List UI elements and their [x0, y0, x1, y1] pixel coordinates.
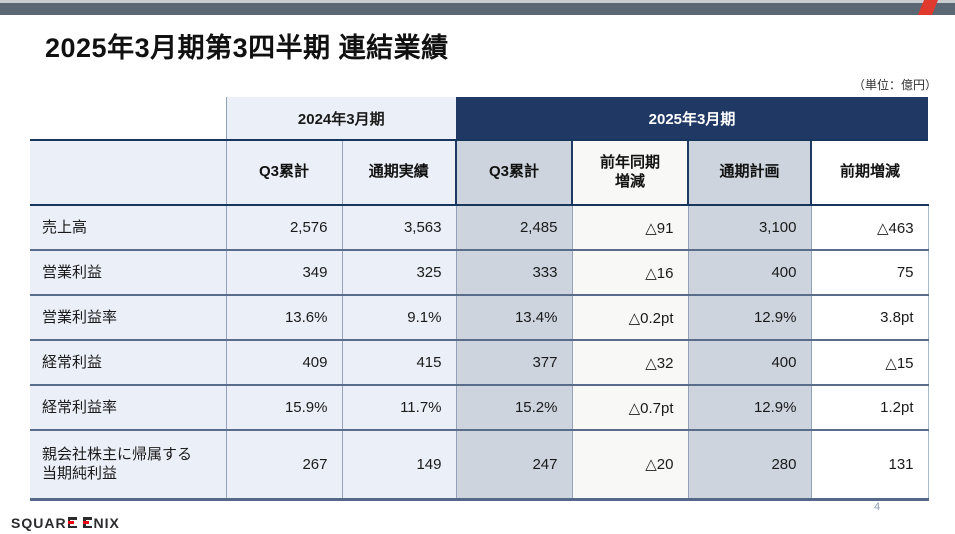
table-row-ordinary-margin: 経常利益率 15.9% 11.7% 15.2% △0.7pt 12.9% 1.2…	[30, 385, 929, 431]
value-cell: 13.4%	[455, 295, 572, 341]
value-cell: 15.9%	[225, 385, 342, 431]
value-cell: 325	[341, 250, 456, 296]
fiscal-year-group-row: 2024年3月期 2025年3月期	[30, 97, 929, 140]
table-row-operating-margin: 営業利益率 13.6% 9.1% 13.4% △0.2pt 12.9% 3.8p…	[30, 295, 929, 341]
value-cell: 131	[810, 430, 929, 501]
square-enix-logo: SQUAR NIX	[11, 514, 120, 531]
value-cell: 3,100	[687, 205, 811, 251]
group-header-fy2024: 2024年3月期	[225, 97, 456, 140]
logo-letter-e-icon	[67, 517, 77, 528]
value-cell: 280	[687, 430, 811, 501]
column-header-prior-year-change: 前期増減	[809, 139, 929, 206]
value-cell: 15.2%	[455, 385, 572, 431]
value-cell: 267	[225, 430, 342, 501]
value-cell: △20	[571, 430, 688, 501]
row-label-cell: 売上高	[30, 205, 226, 251]
column-header-fullyear-plan: 通期計画	[687, 139, 811, 206]
top-bar-decoration	[0, 3, 955, 15]
value-cell: 149	[341, 430, 456, 501]
value-cell: 415	[341, 340, 456, 386]
financial-results-table: 2024年3月期 2025年3月期 Q3累計 通期実績 Q3累計 前年同期 増減…	[30, 97, 929, 501]
row-label-cell: 営業利益	[30, 250, 226, 296]
value-cell: 12.9%	[687, 295, 811, 341]
value-cell: 409	[225, 340, 342, 386]
table-row-net-sales: 売上高 2,576 3,563 2,485 △91 3,100 △463	[30, 205, 929, 251]
column-header-q3-2024: Q3累計	[225, 139, 342, 206]
value-cell: 75	[810, 250, 929, 296]
table-row-net-income: 親会社株主に帰属する 当期純利益 267 149 247 △20 280 131	[30, 430, 929, 501]
logo-text-part2: NIX	[93, 514, 120, 531]
value-cell: 400	[687, 340, 811, 386]
row-label-header-cell	[30, 139, 226, 206]
row-label-cell: 経常利益	[30, 340, 226, 386]
row-label-cell: 親会社株主に帰属する 当期純利益	[30, 430, 226, 501]
value-cell: 2,485	[455, 205, 572, 251]
value-cell: 247	[455, 430, 572, 501]
page-number: 4	[874, 501, 881, 513]
value-cell: △16	[571, 250, 688, 296]
value-cell: 9.1%	[341, 295, 456, 341]
top-strip-decoration	[0, 0, 955, 3]
value-cell: △15	[810, 340, 929, 386]
logo-space	[78, 515, 83, 531]
value-cell: 3.8pt	[810, 295, 929, 341]
value-cell: 400	[687, 250, 811, 296]
table-row-ordinary-income: 経常利益 409 415 377 △32 400 △15	[30, 340, 929, 386]
value-cell: △32	[571, 340, 688, 386]
corner-cell	[30, 97, 226, 140]
value-cell: 1.2pt	[810, 385, 929, 431]
page-title: 2025年3月期第3四半期 連結業績	[45, 33, 449, 63]
row-label-cell: 経常利益率	[30, 385, 226, 431]
column-header-q3-2025: Q3累計	[455, 139, 572, 206]
value-cell: 3,563	[341, 205, 456, 251]
value-cell: 377	[455, 340, 572, 386]
column-header-row: Q3累計 通期実績 Q3累計 前年同期 増減 通期計画 前期増減	[30, 139, 929, 206]
value-cell: 349	[225, 250, 342, 296]
value-cell: △91	[571, 205, 688, 251]
logo-text-part1: SQUAR	[11, 514, 67, 531]
value-cell: △0.7pt	[571, 385, 688, 431]
value-cell: 333	[455, 250, 572, 296]
column-header-yoy-change: 前年同期 増減	[571, 139, 688, 206]
value-cell: 2,576	[225, 205, 342, 251]
value-cell: △0.2pt	[571, 295, 688, 341]
value-cell: △463	[810, 205, 929, 251]
value-cell: 11.7%	[341, 385, 456, 431]
table-row-operating-income: 営業利益 349 325 333 △16 400 75	[30, 250, 929, 296]
group-header-fy2025: 2025年3月期	[456, 97, 929, 140]
unit-note: （単位：億円）	[852, 78, 937, 92]
value-cell: 13.6%	[225, 295, 342, 341]
column-header-fullyear-actual: 通期実績	[341, 139, 456, 206]
row-label-cell: 営業利益率	[30, 295, 226, 341]
logo-letter-e-icon	[83, 517, 93, 528]
value-cell: 12.9%	[687, 385, 811, 431]
